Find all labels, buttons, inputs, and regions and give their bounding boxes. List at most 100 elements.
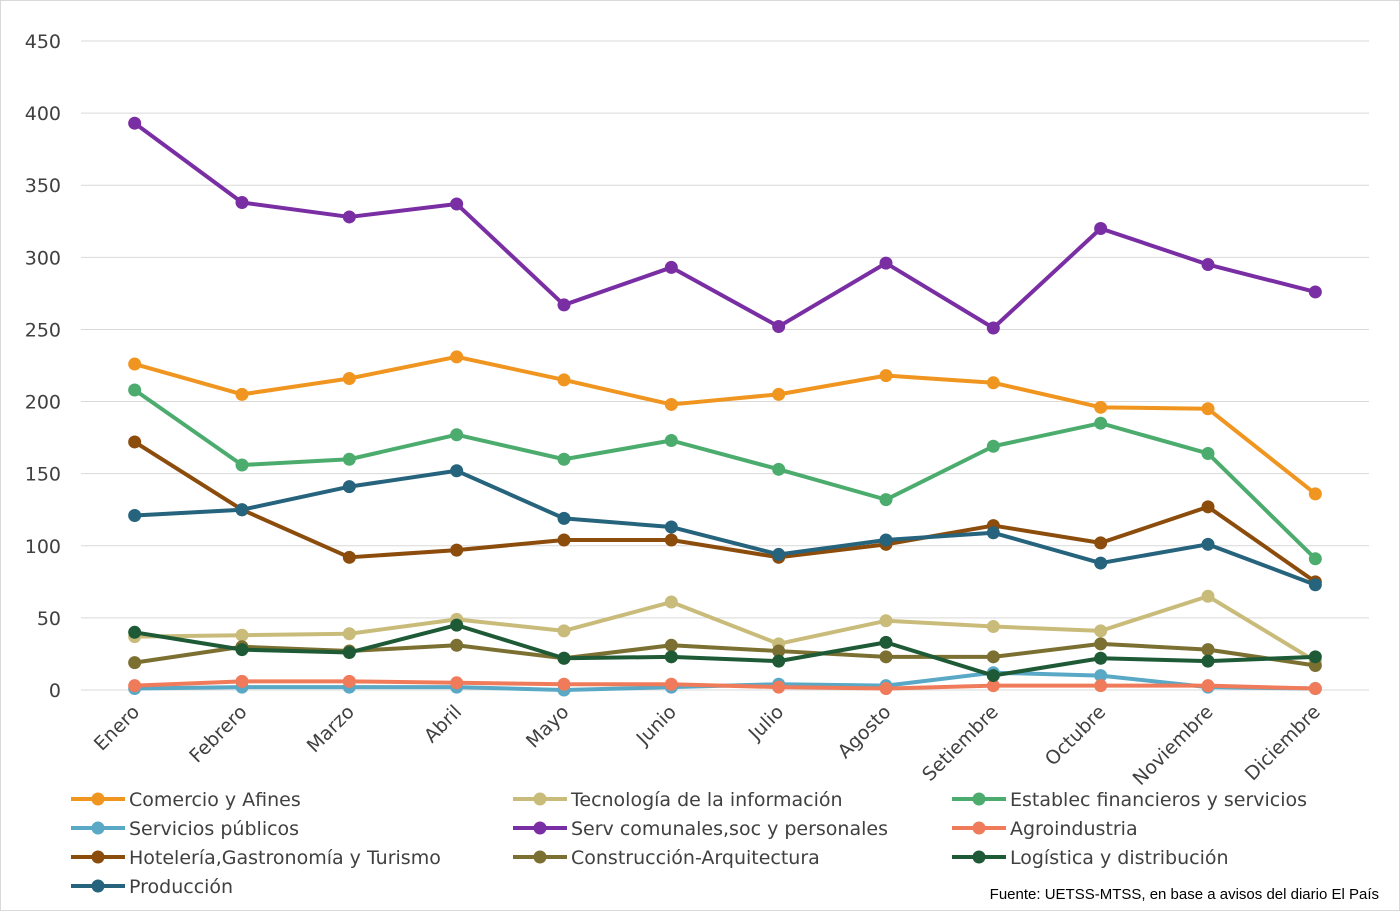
data-point (235, 387, 249, 401)
data-point (879, 493, 893, 507)
data-point (664, 638, 678, 652)
x-tick-label: Setiembre (918, 701, 1003, 786)
data-point (128, 357, 142, 371)
legend-swatch-marker (533, 821, 547, 835)
series-line (132, 679, 1318, 691)
data-point (1308, 552, 1322, 566)
data-point (557, 533, 571, 547)
gridlines (81, 40, 1369, 691)
data-point (664, 520, 678, 534)
data-point (772, 644, 786, 658)
data-point (879, 682, 893, 696)
legend-label: Comercio y Afines (129, 789, 301, 811)
series-2 (128, 383, 1322, 566)
legend-swatch-marker (91, 821, 105, 835)
data-point (664, 260, 678, 274)
legend-item: Construcción-Arquitectura (513, 847, 820, 869)
y-tick-label: 200 (25, 392, 61, 414)
legend-label: Serv comunales,soc y personales (571, 818, 888, 840)
legend-label: Agroindustria (1010, 818, 1138, 840)
data-point (1094, 556, 1108, 570)
data-point (342, 674, 356, 688)
x-tick-label: Diciembre (1241, 701, 1325, 785)
x-tick-label: Junio (632, 701, 681, 750)
legend-swatch-marker (972, 850, 986, 864)
data-point (1308, 682, 1322, 696)
data-point (450, 428, 464, 442)
series-4 (128, 116, 1322, 335)
legend-swatch-marker (972, 821, 986, 835)
data-point (986, 620, 1000, 634)
series-5 (128, 674, 1322, 696)
data-point (1094, 221, 1108, 235)
data-point (1308, 285, 1322, 299)
data-point (772, 320, 786, 334)
data-point (1094, 637, 1108, 651)
x-axis-ticks: Enero Febrero Marzo Abril Mayo Junio Julio Agos… (90, 701, 1325, 790)
data-point (664, 677, 678, 691)
data-point (772, 654, 786, 668)
data-point (879, 650, 893, 664)
data-point (128, 656, 142, 670)
data-point (986, 679, 1000, 693)
x-tick-label: Noviembre (1129, 701, 1218, 790)
data-point (235, 458, 249, 472)
data-point (450, 618, 464, 632)
data-point (1094, 536, 1108, 550)
data-point (1201, 446, 1215, 460)
data-point (128, 116, 142, 130)
data-point (128, 625, 142, 639)
legend-item: Comercio y Afines (71, 789, 301, 811)
data-point (1201, 643, 1215, 657)
data-point (986, 650, 1000, 664)
y-tick-label: 50 (37, 608, 61, 630)
data-point (450, 543, 464, 557)
series-line (132, 641, 1318, 668)
data-point (879, 533, 893, 547)
y-tick-label: 250 (25, 319, 61, 341)
data-point (986, 376, 1000, 390)
data-point (450, 638, 464, 652)
legend-swatch-marker (91, 879, 105, 893)
series-9 (128, 464, 1322, 592)
y-tick-label: 450 (25, 31, 61, 53)
data-point (664, 533, 678, 547)
series-8 (128, 618, 1322, 683)
data-point (128, 435, 142, 449)
data-point (342, 210, 356, 224)
x-tick-label: Julio (744, 701, 788, 745)
legend-swatch-marker (972, 792, 986, 806)
y-axis-ticks: 0 50 100 150 200 250 300 350 400 450 (25, 31, 61, 702)
series-6 (128, 435, 1322, 589)
series-1 (128, 589, 1322, 668)
series-lines (128, 116, 1322, 697)
data-point (128, 508, 142, 522)
data-point (342, 452, 356, 466)
data-point (235, 503, 249, 517)
legend-item: Agroindustria (952, 818, 1138, 840)
data-point (557, 298, 571, 312)
series-0 (128, 350, 1322, 501)
legend-swatch-marker (533, 850, 547, 864)
legend-label: Logística y distribución (1010, 847, 1229, 869)
data-point (664, 433, 678, 447)
x-tick-label: Mayo (522, 701, 574, 753)
data-point (1308, 578, 1322, 592)
series-line (132, 121, 1318, 331)
x-tick-label: Agosto (834, 701, 896, 763)
data-point (557, 624, 571, 638)
data-point (342, 646, 356, 660)
y-tick-label: 300 (25, 247, 61, 269)
data-point (664, 397, 678, 411)
data-point (1201, 500, 1215, 514)
legend-item: Logística y distribución (952, 847, 1229, 869)
data-point (1201, 654, 1215, 668)
data-point (235, 196, 249, 210)
data-point (1201, 402, 1215, 416)
data-point (450, 197, 464, 211)
legend-item: Producción (71, 876, 233, 898)
data-point (450, 676, 464, 690)
data-point (128, 679, 142, 693)
data-point (879, 256, 893, 270)
data-point (772, 462, 786, 476)
